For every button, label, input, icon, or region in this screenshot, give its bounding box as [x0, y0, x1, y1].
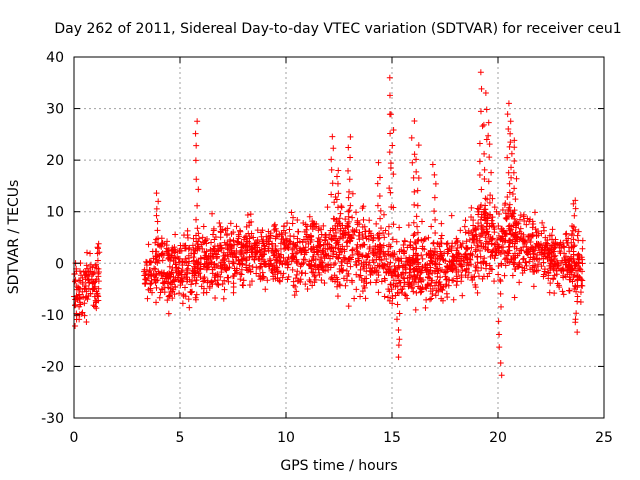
y-tick-label: 40	[46, 50, 64, 66]
spike-point	[387, 111, 397, 275]
spike-point	[393, 262, 403, 361]
spike-point	[510, 137, 520, 247]
spike-point	[476, 69, 486, 246]
spike-point	[480, 89, 490, 245]
x-tick-label: 20	[489, 430, 507, 446]
spike-point	[429, 161, 439, 275]
x-tick-label: 15	[383, 430, 401, 446]
x-tick-label: 5	[176, 430, 185, 446]
spike-point	[152, 190, 162, 273]
y-tick-label: 30	[46, 102, 64, 118]
data-points	[71, 69, 586, 379]
tick-labels: 0 5 10 15 20 25 -30 -20 -10 0 10 20 30 40	[41, 50, 613, 446]
x-tick-label: 10	[277, 430, 295, 446]
spike-point	[495, 236, 505, 379]
spike-point	[374, 159, 384, 263]
spike-point	[485, 119, 495, 240]
point-cloud	[71, 190, 586, 330]
y-tick-label: -10	[41, 308, 64, 324]
axis-ticks	[73, 56, 605, 419]
x-axis-label: GPS time / hours	[280, 458, 397, 474]
spike-point	[572, 263, 581, 336]
chart-title: Day 262 of 2011, Sidereal Day-to-day VTE…	[54, 21, 621, 37]
y-tick-label: 10	[46, 205, 64, 221]
x-tick-label: 0	[70, 430, 79, 446]
y-axis-label: SDTVAR / TECUs	[6, 180, 22, 295]
y-tick-label: -30	[41, 411, 64, 427]
spike-point	[570, 197, 579, 266]
y-tick-label: -20	[41, 359, 64, 375]
spike-point	[413, 142, 422, 266]
plot-frame	[73, 56, 605, 419]
x-tick-label: 25	[595, 430, 613, 446]
spike-point	[328, 133, 338, 252]
spike-point	[345, 133, 354, 244]
y-tick-label: 0	[55, 256, 64, 272]
spike-point	[192, 118, 202, 267]
spike-point	[506, 118, 515, 245]
spike-point	[408, 118, 418, 268]
spike-point	[332, 167, 342, 251]
y-tick-label: 20	[46, 153, 64, 169]
